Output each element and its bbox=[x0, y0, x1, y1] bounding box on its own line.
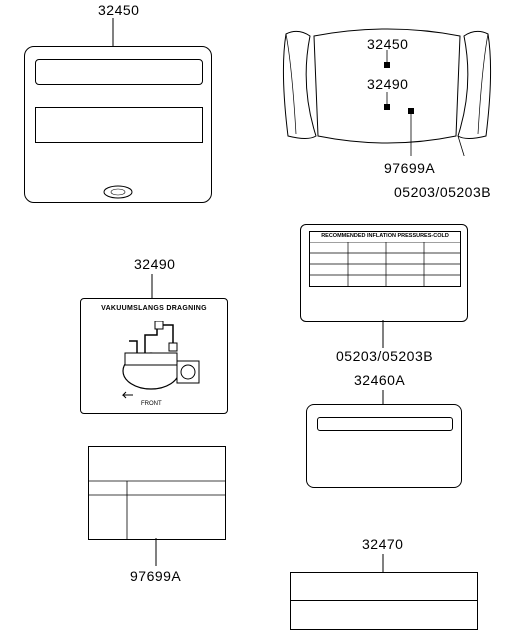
leader-32470 bbox=[382, 554, 384, 572]
panel-vacuum: VAKUUMSLANGS DRAGNING FRONT bbox=[80, 298, 228, 414]
panel-tire-table: RECOMMENDED INFLATION PRESSURES-COLD bbox=[309, 231, 461, 287]
leader-32490-left bbox=[151, 274, 153, 298]
label-32450-top: 32450 bbox=[98, 2, 139, 18]
panel-32460A bbox=[306, 404, 462, 488]
panel-emission-logo bbox=[103, 185, 133, 199]
panel-32470-divider bbox=[291, 600, 477, 601]
panel-97699A bbox=[88, 446, 226, 540]
label-32450-car: 32450 bbox=[367, 36, 408, 52]
panel-emission-band-mid bbox=[35, 107, 203, 143]
label-97699A-car: 97699A bbox=[384, 160, 435, 176]
panel-emission-large bbox=[24, 46, 212, 203]
panel-32460A-band bbox=[317, 417, 453, 431]
panel-97699A-grid bbox=[89, 447, 225, 539]
leader-97699A-bottom bbox=[155, 538, 157, 566]
panel-vacuum-title: VAKUUMSLANGS DRAGNING bbox=[81, 305, 227, 312]
leader-32460A bbox=[382, 390, 384, 404]
panel-emission-band-top bbox=[35, 59, 203, 85]
panel-vacuum-front: FRONT bbox=[141, 401, 162, 407]
label-05203-car: 05203/05203B bbox=[394, 184, 491, 200]
panel-tire-grid bbox=[310, 242, 460, 286]
panel-32470 bbox=[290, 572, 478, 630]
label-32490-car: 32490 bbox=[367, 76, 408, 92]
panel-tire-title: RECOMMENDED INFLATION PRESSURES-COLD bbox=[312, 233, 458, 239]
label-32490-left: 32490 bbox=[134, 256, 175, 272]
panel-vacuum-schematic bbox=[95, 321, 213, 405]
label-32460A: 32460A bbox=[354, 372, 405, 388]
label-32470: 32470 bbox=[362, 536, 403, 552]
leader-05203-mid bbox=[382, 320, 384, 348]
label-05203-mid: 05203/05203B bbox=[336, 348, 433, 364]
leader-32450-top bbox=[112, 18, 114, 46]
label-97699A-bottom: 97699A bbox=[130, 568, 181, 584]
panel-tire-pressure: RECOMMENDED INFLATION PRESSURES-COLD bbox=[300, 224, 468, 322]
